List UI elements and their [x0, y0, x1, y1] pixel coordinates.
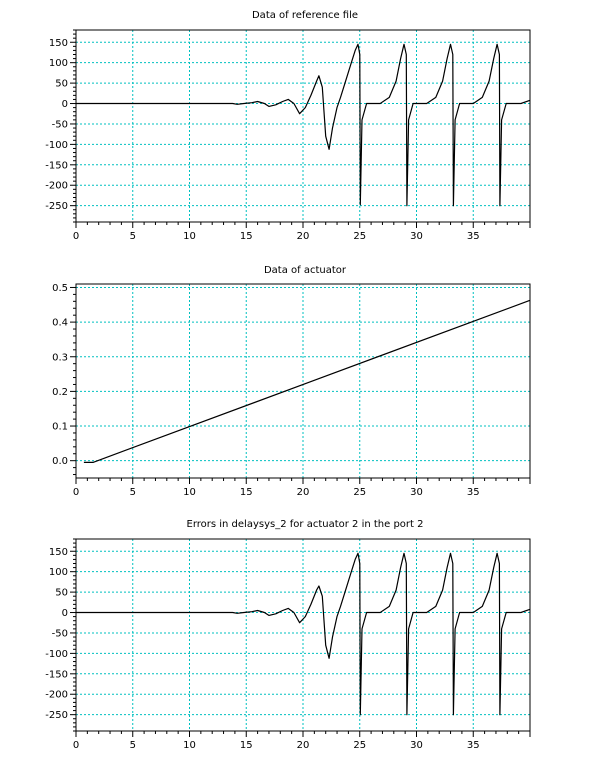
y-tick-label: 100 [49, 567, 68, 578]
x-tick-label: 35 [467, 740, 480, 751]
y-tick-label: 50 [55, 588, 68, 599]
x-tick-label: 35 [467, 231, 480, 242]
y-tick-label: -100 [45, 140, 68, 151]
y-tick-label: 100 [49, 58, 68, 69]
chart-title: Data of actuator [264, 265, 347, 276]
chart-panel-errors: 0 5 10 15 20 25 30 35 -250 -200 -150 -100 -50 0 50 100 1… [45, 519, 531, 751]
y-tick-label: -200 [45, 690, 68, 701]
y-tick-label: -150 [45, 160, 68, 171]
chart-panel-reference: 0 5 10 15 20 25 30 35 -250 -200 -150 -100 -50 0 50 100 1… [45, 10, 531, 242]
x-tick-label: 15 [240, 740, 253, 751]
y-tick-label: 0.2 [52, 387, 68, 398]
x-tick-label: 20 [297, 487, 310, 498]
y-tick-label: 0.4 [52, 318, 68, 329]
y-tick-label: 150 [49, 38, 68, 49]
x-tick-label: 5 [130, 740, 136, 751]
x-tick-label: 5 [130, 231, 136, 242]
x-tick-label: 20 [297, 740, 310, 751]
y-tick-label: 0 [62, 99, 68, 110]
x-tick-label: 0 [73, 487, 79, 498]
x-tick-label: 30 [410, 231, 423, 242]
y-tick-label: -100 [45, 649, 68, 660]
series-line-0 [76, 552, 531, 716]
x-tick-label: 30 [410, 740, 423, 751]
x-tick-label: 25 [353, 740, 366, 751]
y-tick-label: 0.3 [52, 352, 68, 363]
x-tick-label: 0 [73, 231, 79, 242]
y-tick-label: -200 [45, 181, 68, 192]
y-tick-label: -250 [45, 710, 68, 721]
x-tick-label: 15 [240, 231, 253, 242]
x-tick-label: 20 [297, 231, 310, 242]
y-tick-label: -150 [45, 669, 68, 680]
x-tick-label: 10 [183, 487, 196, 498]
x-tick-label: 25 [353, 487, 366, 498]
y-tick-label: 50 [55, 79, 68, 90]
x-tick-label: 25 [353, 231, 366, 242]
series-line-0 [83, 299, 531, 463]
y-tick-label: 0.1 [52, 422, 68, 433]
x-tick-label: 10 [183, 740, 196, 751]
y-tick-label: 0.5 [52, 283, 68, 294]
x-tick-label: 30 [410, 487, 423, 498]
y-tick-label: -50 [52, 628, 68, 639]
series-line-0 [76, 43, 531, 207]
x-tick-label: 5 [130, 487, 136, 498]
chart-title: Data of reference file [252, 10, 358, 21]
chart-title: Errors in delaysys_2 for actuator 2 in t… [187, 519, 424, 530]
y-tick-label: 0.0 [52, 456, 68, 467]
chart-panel-actuator: 0 5 10 15 20 25 30 35 0.0 0.1 0.2 0.3 0.4 0.5 Data of … [52, 265, 531, 498]
x-tick-label: 35 [467, 487, 480, 498]
y-tick-label: 0 [62, 608, 68, 619]
y-tick-label: 150 [49, 547, 68, 558]
y-tick-label: -250 [45, 201, 68, 212]
x-tick-label: 0 [73, 740, 79, 751]
x-tick-label: 15 [240, 487, 253, 498]
x-tick-label: 10 [183, 231, 196, 242]
y-tick-label: -50 [52, 119, 68, 130]
